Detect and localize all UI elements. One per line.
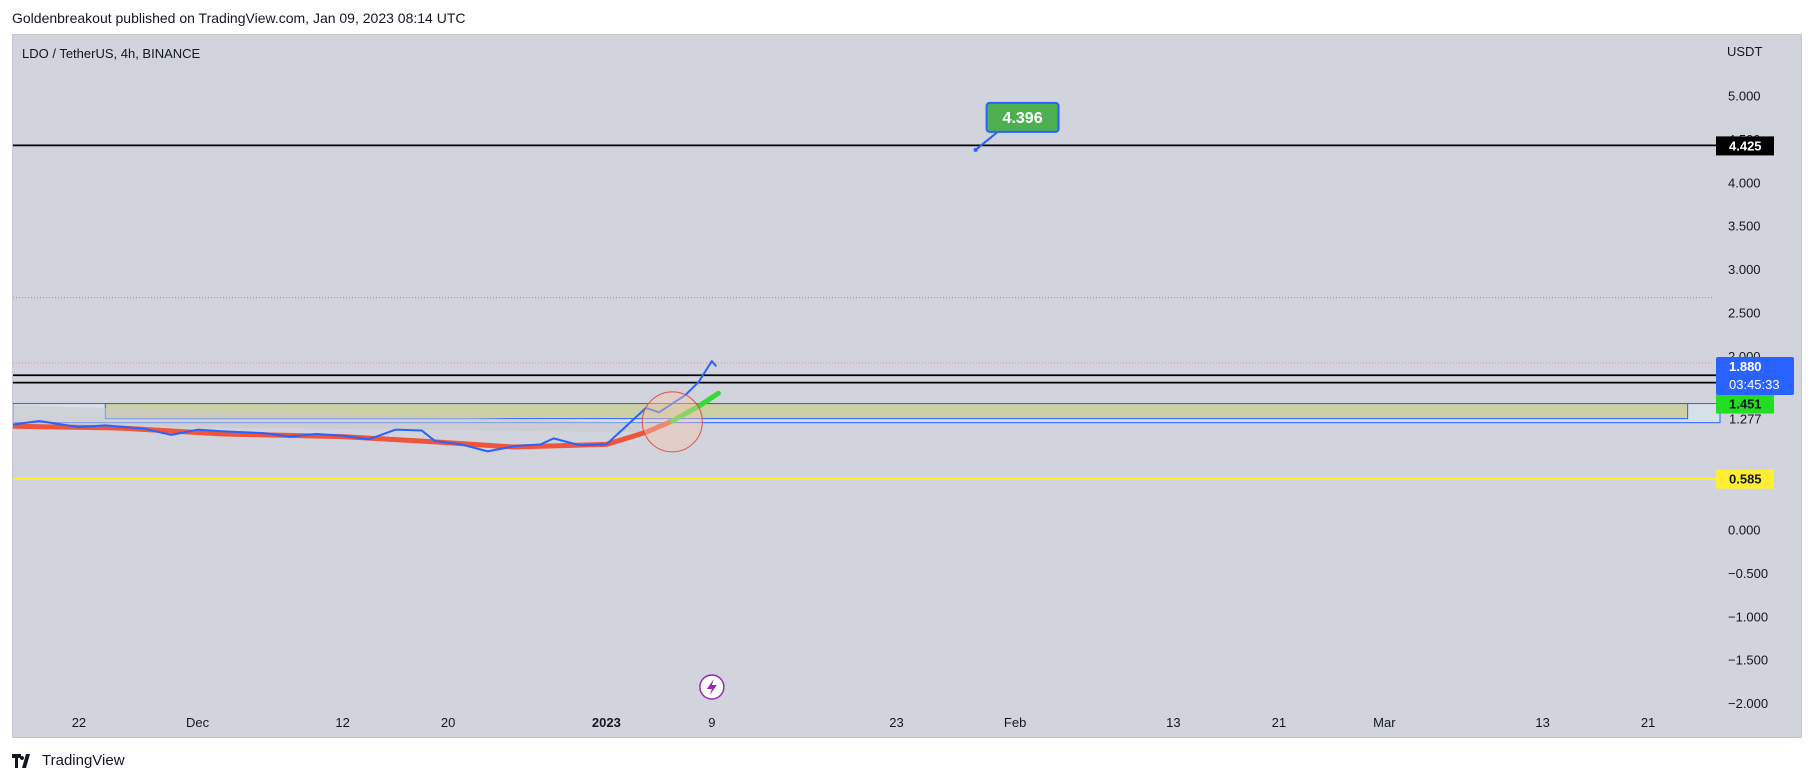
current-price-tag-bg [1716,357,1794,395]
symbol-label[interactable]: LDO / TetherUS, 4h, BINANCE [22,46,201,61]
publication-header: Goldenbreakout published on TradingView.… [12,10,466,26]
highlight-circle [641,391,703,453]
axis-currency-label: USDT [1727,44,1763,59]
y-tick-label: 4.000 [1728,175,1761,190]
x-tick-label: 23 [889,715,903,730]
x-tick-label: 21 [1272,715,1286,730]
target-badge-label: 4.396 [1003,110,1043,127]
plot-area [13,101,1721,480]
y-tick-label: −2.000 [1728,696,1768,711]
x-tick-label: 12 [335,715,349,730]
x-tick-label: 21 [1641,715,1655,730]
level-tag-4.425: 4.425 [1729,138,1762,153]
target-badge [985,101,1060,133]
zone-bottom-tag: 1.277 [1729,412,1762,427]
y-tick-label: 3.500 [1728,219,1761,234]
x-tick-label: 22 [72,715,86,730]
y-tick-label: 0.000 [1728,523,1761,538]
level-tag-0.585-bg [1716,469,1774,489]
tradingview-brand[interactable]: TradingView [12,752,125,769]
moving-average-continuation [669,390,721,424]
x-tick-label: Dec [186,715,210,730]
price-line [13,360,718,453]
tradingview-logo-icon [12,753,30,768]
x-tick-label: Feb [1004,715,1026,730]
current-price-label: 1.880 [1729,359,1762,374]
x-tick-label: 2023 [592,715,621,730]
current-price-countdown: 03:45:33 [1729,377,1780,392]
y-tick-label: −0.500 [1728,566,1768,581]
zone-top-tag: 1.451 [1729,397,1762,412]
zone-top-tag-bg [1716,394,1774,414]
x-tick-label: 13 [1166,715,1180,730]
target-pointer [974,131,999,151]
chart-pane[interactable] [12,34,1802,738]
y-tick-label: 5.000 [1728,89,1761,104]
y-tick-label: 2.500 [1728,306,1761,321]
y-tick-label: −1.000 [1728,609,1768,624]
x-tick-label: Mar [1373,715,1396,730]
lightning-icon-glyph [706,679,717,695]
x-tick-label: 20 [441,715,455,730]
level-tag-0.585: 0.585 [1729,472,1762,487]
y-tick-label: 3.000 [1728,262,1761,277]
level-tag-4.425-bg [1716,136,1774,156]
x-tick-label: 9 [708,715,715,730]
trend-band [13,405,646,433]
x-tick-label: 13 [1535,715,1549,730]
y-tick-label: −1.500 [1728,653,1768,668]
brand-label: TradingView [42,752,125,769]
